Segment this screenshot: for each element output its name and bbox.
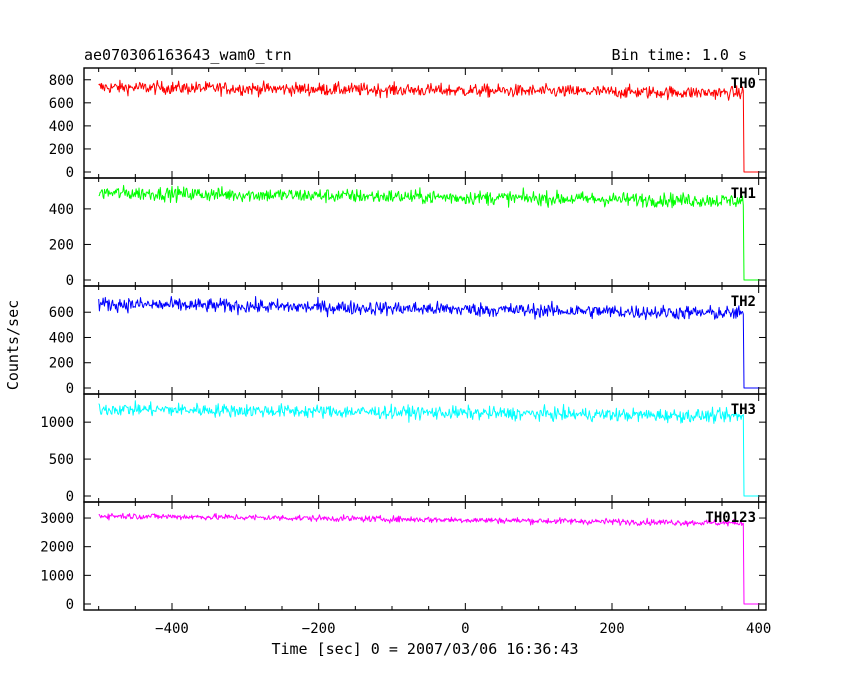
- panel-th2: 0 200 400 600 TH2: [49, 285, 767, 397]
- series-line-th0123: [98, 512, 759, 605]
- series-label: TH2: [731, 294, 756, 310]
- panel-th0123: 0 1000 2000 3000 TH0123: [40, 501, 767, 613]
- series-line-th3: [98, 400, 759, 497]
- series-line-th1: [98, 184, 759, 281]
- x-tick-label: 200: [599, 621, 624, 637]
- y-tick-label: 500: [49, 452, 74, 468]
- series-label: TH1: [731, 186, 756, 202]
- panel-frame: [83, 285, 767, 395]
- y-tick-label: 200: [49, 356, 74, 372]
- panel-th0: 0 200 400 600 800 TH0: [49, 67, 767, 181]
- y-tick-label: 2000: [40, 540, 74, 556]
- y-tick-label: 600: [49, 96, 74, 112]
- x-tick-label: −200: [302, 621, 336, 637]
- series-label: TH3: [731, 402, 756, 418]
- panel-frame: [83, 501, 767, 611]
- y-tick-label: 1000: [40, 568, 74, 584]
- panel-frame: [83, 393, 767, 503]
- series-line-th0: [98, 79, 759, 173]
- y-tick-label: 400: [49, 119, 74, 135]
- series-label: TH0: [731, 76, 756, 92]
- y-tick-label: 200: [49, 142, 74, 158]
- x-axis-label: Time [sec] 0 = 2007/03/06 16:36:43: [271, 640, 578, 658]
- series-label: TH0123: [705, 510, 756, 526]
- panel-th3: 0 500 1000 TH3: [40, 393, 767, 505]
- y-tick-label: 600: [49, 305, 74, 321]
- y-tick-label: 400: [49, 202, 74, 218]
- y-tick-label: 0: [66, 489, 74, 505]
- y-tick-label: 800: [49, 73, 74, 89]
- y-tick-label: 3000: [40, 511, 74, 527]
- y-tick-label: 0: [66, 597, 74, 613]
- y-axis-label: Counts/sec: [4, 300, 22, 390]
- bin-time-label: Bin time: 1.0 s: [612, 46, 747, 64]
- y-tick-label: 0: [66, 381, 74, 397]
- y-tick-label: 0: [66, 273, 74, 289]
- panel-th1: 0 200 400 TH1: [49, 177, 767, 289]
- figure-title: ae070306163643_wam0_trn: [84, 46, 292, 64]
- series-line-th2: [98, 296, 759, 389]
- x-tick-label: 400: [746, 621, 771, 637]
- y-tick-label: 200: [49, 237, 74, 253]
- y-tick-label: 1000: [40, 415, 74, 431]
- x-tick-label: −400: [155, 621, 189, 637]
- x-tick-label: 0: [461, 621, 469, 637]
- y-tick-label: 400: [49, 330, 74, 346]
- y-tick-label: 0: [66, 165, 74, 181]
